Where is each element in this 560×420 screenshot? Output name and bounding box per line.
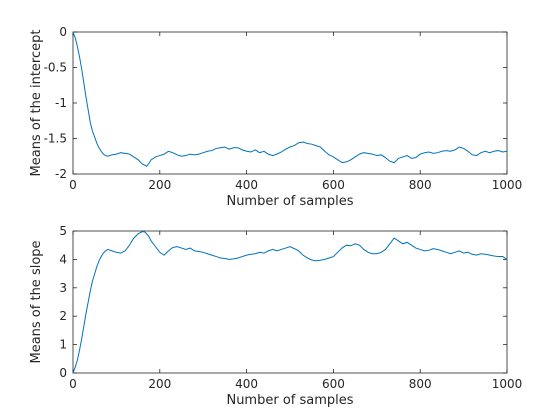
subplot-slope: 0 200 400 600 800 1000 0 1 2 3 4 5 Number of sample… bbox=[29, 224, 522, 408]
subplot-intercept: 0 200 400 600 800 1000 0 -0.5 -1 -1.5 -2 Number of… bbox=[29, 25, 522, 209]
x-tick-label-slope-3: 600 bbox=[322, 377, 345, 391]
x-axis-label-intercept: Number of samples bbox=[226, 194, 353, 209]
y-tick-label-slope-4: 4 bbox=[59, 252, 67, 266]
y-tick-label-intercept-1: -0.5 bbox=[44, 61, 67, 75]
y-tick-label-slope-3: 3 bbox=[59, 281, 67, 295]
x-tick-label-slope-2: 400 bbox=[235, 377, 258, 391]
x-tick-label-slope-0: 0 bbox=[69, 377, 77, 391]
y-tick-label-slope-2: 2 bbox=[59, 309, 67, 323]
y-tick-label-intercept-0: 0 bbox=[59, 25, 67, 39]
y-tick-label-intercept-3: -1.5 bbox=[44, 132, 67, 146]
ticks-intercept: 0 200 400 600 800 1000 0 -0.5 -1 -1.5 -2 bbox=[44, 25, 523, 192]
x-tick-label-slope-1: 200 bbox=[148, 377, 171, 391]
ticks-slope: 0 200 400 600 800 1000 0 1 2 3 4 5 bbox=[59, 224, 522, 391]
x-tick-label-intercept-0: 0 bbox=[69, 178, 77, 192]
x-tick-label-intercept-5: 1000 bbox=[492, 178, 523, 192]
axes-box-intercept bbox=[72, 31, 508, 175]
x-tick-label-intercept-1: 200 bbox=[148, 178, 171, 192]
x-tick-label-intercept-4: 800 bbox=[409, 178, 432, 192]
y-tick-label-intercept-4: -2 bbox=[55, 167, 67, 181]
y-tick-label-slope-5: 5 bbox=[59, 224, 67, 238]
series-line-intercept bbox=[72, 31, 508, 167]
x-tick-label-intercept-3: 600 bbox=[322, 178, 345, 192]
y-axis-label-slope: Means of the slope bbox=[29, 240, 44, 363]
x-tick-label-slope-5: 1000 bbox=[492, 377, 523, 391]
axes-box-slope bbox=[72, 230, 508, 374]
x-tick-label-slope-4: 800 bbox=[409, 377, 432, 391]
y-axis-label-intercept: Means of the intercept bbox=[29, 30, 44, 177]
y-tick-label-slope-1: 1 bbox=[59, 338, 67, 352]
y-tick-label-intercept-2: -1 bbox=[55, 96, 67, 110]
x-tick-label-intercept-2: 400 bbox=[235, 178, 258, 192]
series-line-slope bbox=[72, 231, 508, 374]
x-axis-label-slope: Number of samples bbox=[226, 393, 353, 408]
y-tick-label-slope-0: 0 bbox=[59, 366, 67, 380]
